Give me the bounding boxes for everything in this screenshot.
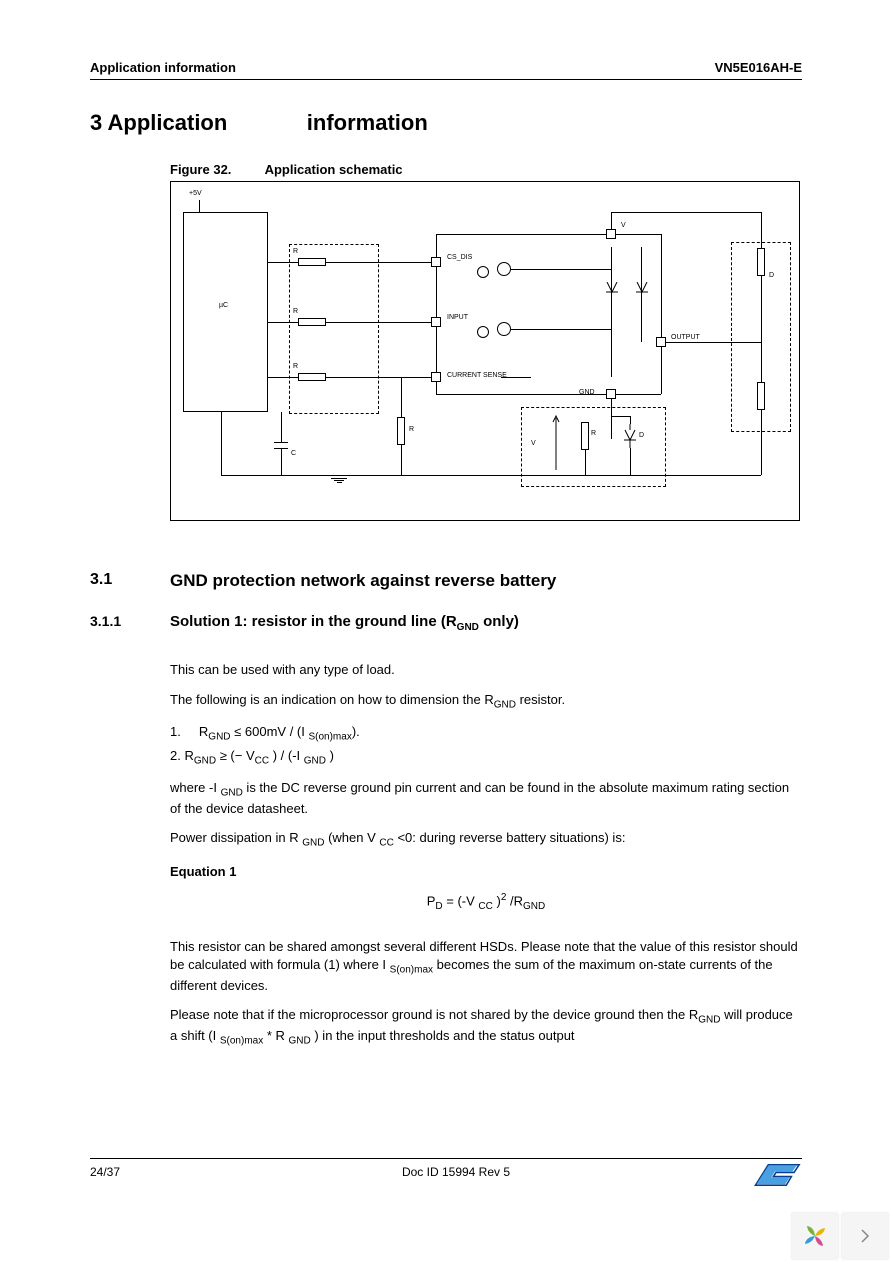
equation-1: PD = (-V CC )2 /RGND (170, 892, 802, 912)
pin-input (431, 317, 441, 327)
load-top (757, 248, 765, 276)
label-r2: R (293, 308, 298, 315)
pin-output (656, 337, 666, 347)
doc-id: Doc ID 15994 Rev 5 (170, 1165, 742, 1179)
page-number: 24/37 (90, 1165, 170, 1179)
figure-32-caption: Figure 32. Application schematic (170, 162, 802, 177)
internal-clamp-2 (477, 326, 489, 338)
section-3.1-number: 3.1 (90, 571, 170, 613)
section-3.1.1-number: 3.1.1 (90, 613, 170, 647)
application-schematic: +5V µC R R R CS_DIS INPUT CURRENT SENSE … (170, 181, 800, 521)
figure-number: Figure 32. (170, 162, 231, 177)
rgnd (581, 422, 589, 450)
internal-diode-2 (635, 282, 649, 296)
section-3-title: 3 Application information (90, 110, 802, 136)
internal-tr-2 (497, 322, 511, 336)
label-5v: +5V (189, 190, 202, 197)
p6: Please note that if the microprocessor g… (170, 1006, 802, 1048)
dgnd-diode (623, 424, 637, 448)
label-rsense: R (409, 426, 414, 433)
pin-csdis (431, 257, 441, 267)
label-gnd: GND (579, 389, 595, 396)
page-footer: 24/37 Doc ID 15994 Rev 5 (90, 1158, 802, 1179)
pinwheel-icon (802, 1223, 828, 1249)
formula-2: 2. RGND ≥ (− VCC ) / (-I GND ) (170, 748, 802, 767)
equation-1-label: Equation 1 (170, 863, 802, 881)
body-text: This can be used with any type of load. … (170, 661, 802, 1048)
r-csense (298, 373, 326, 381)
r-csdis (298, 258, 326, 266)
header-left: Application information (90, 60, 236, 75)
label-csdis: CS_DIS (447, 254, 472, 261)
section-3.1.1-title: Solution 1: resistor in the ground line … (170, 613, 519, 633)
label-r3: R (293, 363, 298, 370)
p1: This can be used with any type of load. (170, 661, 802, 679)
section-3.1-title: GND protection network against reverse b… (170, 571, 556, 591)
formula-1: 1. RGND ≤ 600mV / (I S(on)max). (170, 724, 802, 743)
label-vcc: V (621, 222, 626, 229)
p2: The following is an indication on how to… (170, 691, 802, 712)
label-dgnd: D (639, 432, 644, 439)
vsense-arrow (551, 412, 561, 472)
label-vsense: V (531, 440, 536, 447)
rsense (397, 417, 405, 445)
label-rgnd: R (591, 430, 596, 437)
label-currentsense: CURRENT SENSE (447, 372, 507, 379)
gnd-protection-block (521, 407, 666, 487)
figure-title: Application schematic (265, 162, 403, 177)
label-dext: D (769, 272, 774, 279)
load-bottom (757, 382, 765, 410)
internal-tr-1 (497, 262, 511, 276)
resistor-block (289, 244, 379, 414)
chevron-right-icon (860, 1228, 870, 1244)
p3: where -I GND is the DC reverse ground pi… (170, 779, 802, 818)
uc-block (183, 212, 268, 412)
viewer-next-button[interactable] (842, 1213, 888, 1259)
internal-diode-1 (605, 282, 619, 296)
viewer-nav (788, 1209, 892, 1263)
internal-clamp-1 (477, 266, 489, 278)
label-input: INPUT (447, 314, 468, 321)
gnd-symbol-1 (331, 477, 347, 484)
pin-currentsense (431, 372, 441, 382)
pin-vcc (606, 229, 616, 239)
viewer-logo-button[interactable] (792, 1213, 838, 1259)
p4: Power dissipation in R GND (when V CC <0… (170, 829, 802, 850)
pin-gnd (606, 389, 616, 399)
label-output: OUTPUT (671, 334, 700, 341)
r-input (298, 318, 326, 326)
page-header: Application information VN5E016AH-E (90, 60, 802, 80)
label-c: C (291, 450, 296, 457)
label-r1: R (293, 248, 298, 255)
label-uc: µC (219, 302, 228, 309)
header-right: VN5E016AH-E (715, 60, 802, 75)
p5: This resistor can be shared amongst seve… (170, 938, 802, 994)
st-logo (750, 1157, 802, 1193)
